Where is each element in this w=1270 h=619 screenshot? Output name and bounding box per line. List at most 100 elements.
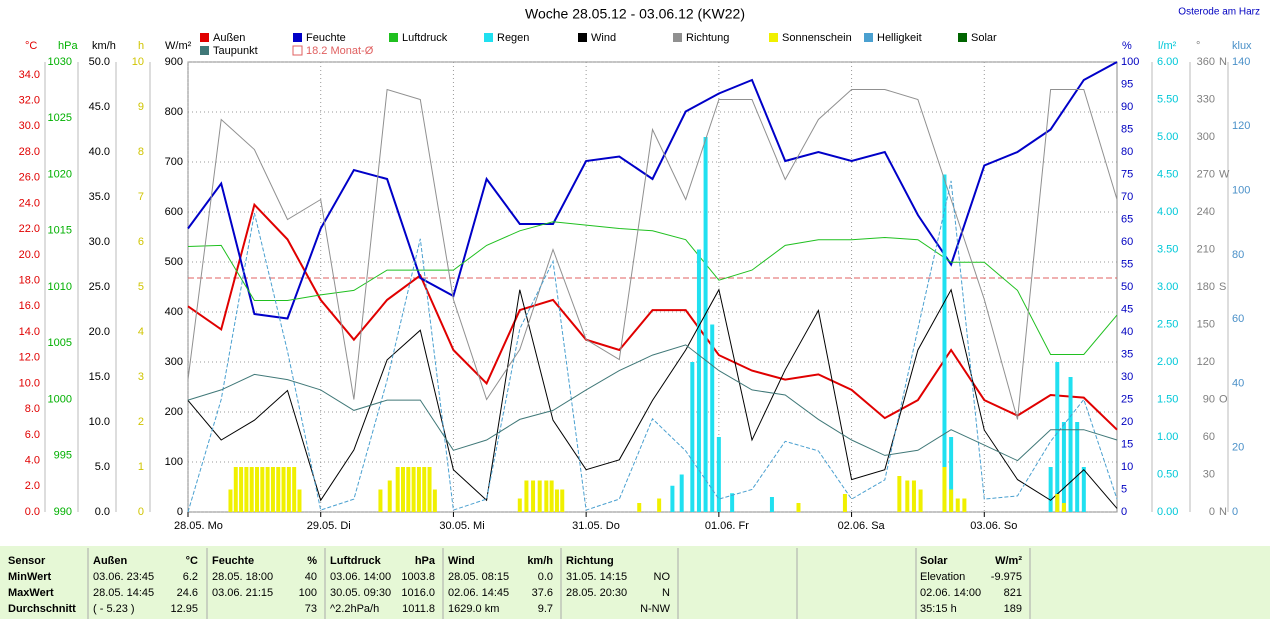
legend-swatch xyxy=(484,33,493,42)
y-tick-label: 995 xyxy=(54,450,72,462)
group-name: Richtung xyxy=(566,555,614,567)
bar xyxy=(537,480,542,512)
bar xyxy=(244,467,249,512)
bar xyxy=(696,249,701,512)
bar xyxy=(1075,422,1080,512)
y-tick-label: 18.0 xyxy=(19,274,40,286)
y-tick-label: 100 xyxy=(165,456,183,468)
y-tick-label: 85 xyxy=(1121,123,1133,135)
y-tick-label: 9 xyxy=(138,101,144,113)
bar xyxy=(1055,362,1060,512)
bar xyxy=(730,493,735,512)
legend-swatch xyxy=(673,33,682,42)
group-name: Wind xyxy=(448,555,475,567)
y-tick-label: 1.50 xyxy=(1157,393,1178,405)
y-tick-label: 30.0 xyxy=(19,120,40,132)
bar xyxy=(962,498,967,512)
bar xyxy=(955,498,960,512)
y-tick-label: 25.0 xyxy=(89,281,110,293)
series-line xyxy=(187,88,1118,420)
legend-label: Richtung xyxy=(686,32,729,44)
legend-swatch xyxy=(292,45,303,56)
y-tick-label: 10.0 xyxy=(89,416,110,428)
y-tick-label: 70 xyxy=(1121,191,1133,203)
y-tick-label: 5 xyxy=(138,281,144,293)
cell-value: 821 xyxy=(1004,587,1022,599)
bar xyxy=(796,503,801,512)
axis-unit: l/m² xyxy=(1158,40,1177,52)
y-tick-label: 10 xyxy=(1121,461,1133,473)
y-tick-label: 15 xyxy=(1121,438,1133,450)
legend-label: Luftdruck xyxy=(402,32,448,44)
y-tick-label: 10 xyxy=(132,56,144,68)
y-tick-label: 300 xyxy=(165,356,183,368)
cell-value: 40 xyxy=(305,571,317,583)
group-unit: % xyxy=(307,555,317,567)
legend-label: Solar xyxy=(971,32,997,44)
y-tick-label: 20 xyxy=(1121,416,1133,428)
x-tick-label: 01.06. Fr xyxy=(705,520,749,532)
y-tick-label: 95 xyxy=(1121,78,1133,90)
axis-unit: klux xyxy=(1232,40,1252,52)
y-tick-label: 2.00 xyxy=(1157,356,1178,368)
cell-time: 35:15 h xyxy=(920,603,957,615)
axis-unit: km/h xyxy=(92,40,116,52)
y-tick-label: 1020 xyxy=(48,168,72,180)
legend-swatch xyxy=(200,33,209,42)
y-tick-label: 5.00 xyxy=(1157,131,1178,143)
x-tick-label: 31.05. Do xyxy=(572,520,620,532)
cell-value: 189 xyxy=(1004,603,1022,615)
y-tick-label: 20 xyxy=(1232,442,1244,454)
y-tick-label: 20.0 xyxy=(19,249,40,261)
axis-unit: W/m² xyxy=(165,40,192,52)
bar xyxy=(255,467,260,512)
y-tick-label: 0.00 xyxy=(1157,506,1178,518)
legend-swatch xyxy=(293,33,302,42)
axis-unit: % xyxy=(1122,40,1132,52)
y-tick-label: 100 xyxy=(1232,184,1250,196)
group-unit: hPa xyxy=(415,555,436,567)
legend-label: Regen xyxy=(497,32,529,44)
y-tick-label: 3 xyxy=(138,371,144,383)
cell-time: 1629.0 km xyxy=(448,603,499,615)
series-line xyxy=(187,202,1118,431)
bar xyxy=(918,489,923,512)
bar xyxy=(249,467,254,512)
series-line xyxy=(187,221,1118,355)
axis-unit: hPa xyxy=(58,40,78,52)
cell-time: Elevation xyxy=(920,571,965,583)
row-label: MaxWert xyxy=(8,587,54,599)
legend-swatch xyxy=(578,33,587,42)
y-tick-label: 0 xyxy=(1209,506,1215,518)
cell-time: ( - 5.23 ) xyxy=(93,603,135,615)
bar xyxy=(416,467,421,512)
cell-value: 6.2 xyxy=(183,571,198,583)
cell-time: 31.05. 14:15 xyxy=(566,571,627,583)
bar xyxy=(411,467,416,512)
y-tick-label: 4 xyxy=(138,326,144,338)
x-tick-label: 03.06. So xyxy=(970,520,1017,532)
y-tick-label: 200 xyxy=(165,406,183,418)
bar xyxy=(942,467,947,512)
cell-time: 28.05. 20:30 xyxy=(566,587,627,599)
bar xyxy=(531,480,536,512)
bar xyxy=(897,476,902,512)
y-tick-label: 5 xyxy=(1121,483,1127,495)
y-tick-label: 140 xyxy=(1232,56,1250,68)
bar xyxy=(1081,467,1086,512)
bar xyxy=(1068,377,1073,512)
group-name: Feuchte xyxy=(212,555,254,567)
y-tick-label: 80 xyxy=(1121,146,1133,158)
y-tick-label: 500 xyxy=(165,256,183,268)
bar xyxy=(554,489,559,512)
bar xyxy=(679,474,684,512)
cell-value: N xyxy=(662,587,670,599)
y-tick-label: 100 xyxy=(1121,56,1139,68)
legend-label: Taupunkt xyxy=(213,45,258,57)
axis-unit: ° xyxy=(1196,40,1200,52)
cell-value: -9.975 xyxy=(991,571,1022,583)
bar xyxy=(406,467,411,512)
y-tick-label: 60 xyxy=(1121,236,1133,248)
chart-title: Woche 28.05.12 - 03.06.12 (KW22) xyxy=(525,6,745,22)
